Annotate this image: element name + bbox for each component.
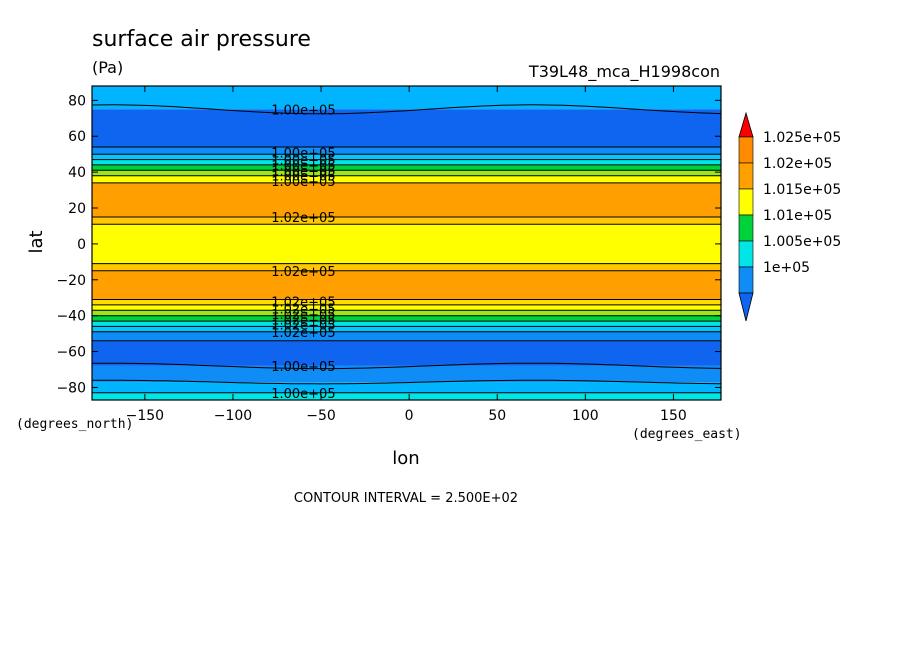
colorbar-swatch-0 xyxy=(738,136,754,164)
contour-band-4 xyxy=(92,159,721,165)
contour-band-2 xyxy=(92,147,721,155)
y-tick-label: −20 xyxy=(56,273,86,289)
contour-band-13 xyxy=(92,299,721,305)
contour-band-21 xyxy=(92,365,721,383)
contour-band-19 xyxy=(92,331,721,341)
x-tick-label: 150 xyxy=(660,408,687,424)
stacked-contour-label-1-0: 1.02e+05 xyxy=(271,295,335,310)
y-tick-label: 0 xyxy=(77,237,86,253)
stacked-contour-label-0-1: 1.00e+05 xyxy=(271,154,335,169)
stacked-contour-label-1-2: 1.02e+05 xyxy=(271,308,335,323)
colorbar-label-4: 1.005e+05 xyxy=(763,234,841,250)
contour-label-0: 1.00e+05 xyxy=(271,103,335,118)
contour-band-1 xyxy=(92,109,721,148)
y-tick-label: 60 xyxy=(68,129,86,145)
chart-units: (Pa) xyxy=(92,58,123,77)
colorbar-label-5: 1e+05 xyxy=(763,260,810,276)
stacked-contour-label-1-4: 1.02e+05 xyxy=(271,319,335,334)
colorbar-swatch-2 xyxy=(738,188,754,216)
colorbar-swatch-4 xyxy=(738,240,754,268)
stacked-contour-label-0-4: 1.00e+05 xyxy=(271,170,335,185)
contour-band-12 xyxy=(92,270,721,300)
run-label: T39L48_mca_H1998con xyxy=(528,62,720,82)
y-axis-ticks: −80 −60 −40 −20 0 20 40 60 80 xyxy=(56,93,721,396)
colorbar-label-2: 1.015e+05 xyxy=(763,182,841,198)
plot-area: 1.00e+051.02e+051.02e+051.00e+051.00e+05… xyxy=(91,86,722,402)
y-unit-label: (degrees_north) xyxy=(16,417,133,432)
x-tick-label: −150 xyxy=(126,408,164,424)
contour-band-9 xyxy=(92,216,721,225)
stacked-contour-label-0-5: 1.00e+05 xyxy=(271,175,335,190)
contour-band-0 xyxy=(92,86,721,110)
chart-title: surface air pressure xyxy=(92,27,311,52)
contour-band-8 xyxy=(92,182,721,217)
contour-line-21 xyxy=(92,379,722,385)
x-tick-label: −100 xyxy=(214,408,252,424)
contour-interval-note: CONTOUR INTERVAL = 2.500E+02 xyxy=(294,491,518,506)
contour-band-22 xyxy=(92,382,721,393)
contour-label-11: 1.02e+05 xyxy=(271,265,335,280)
y-tick-label: 40 xyxy=(68,165,86,181)
x-tick-label: 0 xyxy=(405,408,414,424)
contour-band-11 xyxy=(92,263,721,271)
y-tick-label: 80 xyxy=(68,93,86,109)
contour-band-18 xyxy=(92,326,721,332)
stacked-contour-label-0-3: 1.00e+05 xyxy=(271,164,335,179)
stacked-contour-label-0-0: 1.00e+05 xyxy=(271,146,335,161)
colorbar-label-3: 1.01e+05 xyxy=(763,208,832,224)
colorbar-top-arrow xyxy=(738,111,754,138)
contour-band-17 xyxy=(92,321,721,327)
x-tick-label: −50 xyxy=(306,408,336,424)
colorbar-swatch-1 xyxy=(738,162,754,190)
contour-band-5 xyxy=(92,164,721,171)
contour-label-8: 1.02e+05 xyxy=(271,211,335,226)
contour-band-3 xyxy=(92,154,721,160)
contour-band-7 xyxy=(92,175,721,183)
contour-band-15 xyxy=(92,310,721,316)
y-tick-label: −80 xyxy=(56,380,86,396)
x-axis-ticks: −150 −100 −50 0 50 100 150 xyxy=(126,86,687,424)
x-tick-label: 100 xyxy=(572,408,599,424)
y-tick-label: −60 xyxy=(56,345,86,361)
contour-line-0 xyxy=(91,104,722,115)
stacked-contour-label-0-2: 1.00e+05 xyxy=(271,159,335,174)
contour-band-14 xyxy=(92,304,721,311)
plot-frame xyxy=(91,85,722,401)
contour-label-20: 1.00e+05 xyxy=(271,360,335,375)
colorbar: 1.025e+05 1.02e+05 1.015e+05 1.01e+05 1.005e… xyxy=(738,111,841,322)
contour-band-16 xyxy=(92,315,721,322)
y-tick-label: −40 xyxy=(56,309,86,325)
x-unit-label: (degrees_east) xyxy=(632,427,742,442)
x-tick-label: 50 xyxy=(488,408,506,424)
colorbar-swatch-5 xyxy=(738,266,754,294)
colorbar-swatch-3 xyxy=(738,214,754,242)
contour-label-22: 1.00e+05 xyxy=(271,387,335,402)
stacked-contour-label-1-1: 1.02e+05 xyxy=(271,302,335,317)
contour-band-10 xyxy=(92,224,721,264)
contour-line-20 xyxy=(91,362,722,370)
contour-band-20 xyxy=(92,340,721,366)
colorbar-bottom-arrow xyxy=(738,292,754,322)
x-axis-label: lon xyxy=(392,448,419,469)
contour-band-6 xyxy=(92,170,721,176)
y-axis-label: lat xyxy=(26,230,47,253)
y-tick-label: 20 xyxy=(68,201,86,217)
stacked-contour-label-1-3: 1.02e+05 xyxy=(271,313,335,328)
stacked-contour-label-1-5: 1.02e+05 xyxy=(271,326,335,341)
contour-band-23 xyxy=(92,392,721,400)
colorbar-label-1: 1.02e+05 xyxy=(763,156,832,172)
colorbar-label-0: 1.025e+05 xyxy=(763,130,841,146)
